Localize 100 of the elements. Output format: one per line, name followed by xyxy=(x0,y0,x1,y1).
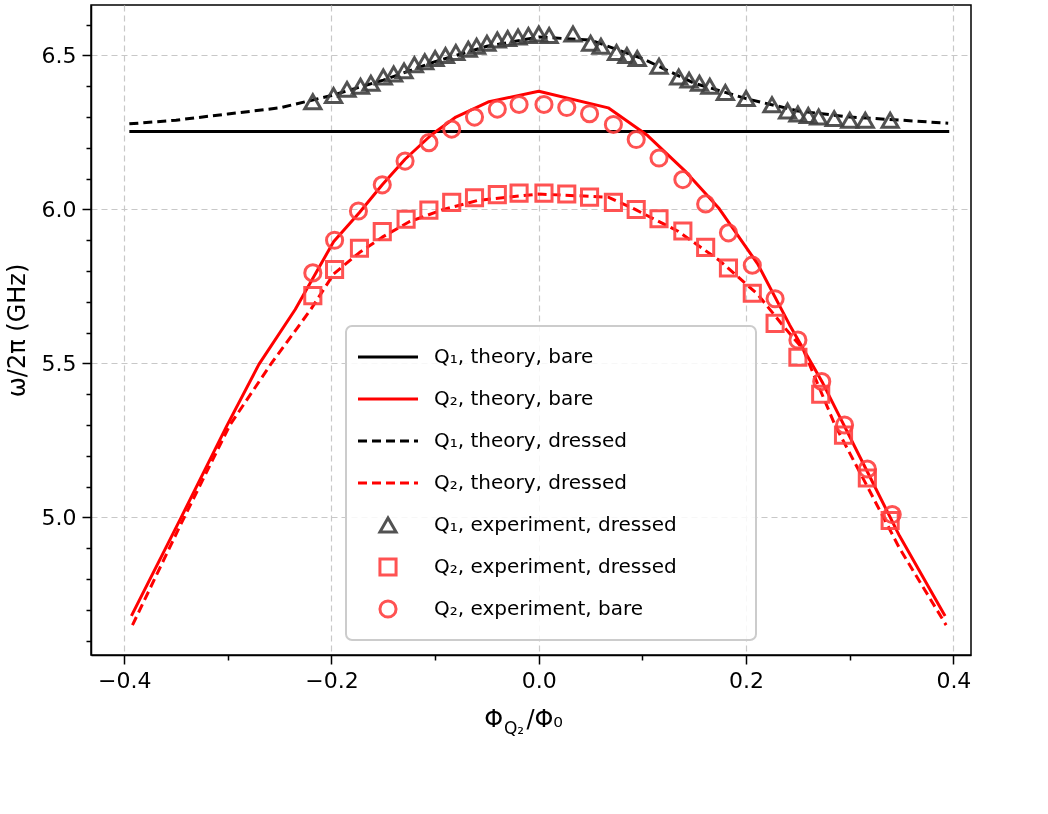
point xyxy=(649,57,669,75)
point xyxy=(673,221,693,241)
point xyxy=(603,192,623,212)
point xyxy=(446,43,466,61)
legend-label: Q₁, theory, bare xyxy=(434,344,594,368)
y-tick-label: 5.0 xyxy=(41,504,77,530)
point xyxy=(855,111,875,129)
point xyxy=(518,27,538,44)
point xyxy=(581,34,601,52)
point xyxy=(580,187,600,207)
point xyxy=(384,65,404,83)
point xyxy=(788,347,808,367)
point xyxy=(372,222,392,242)
point xyxy=(798,107,818,125)
point xyxy=(777,102,798,120)
point xyxy=(467,37,487,55)
legend-label: Q₂, theory, bare xyxy=(434,386,594,410)
point xyxy=(809,108,829,126)
point xyxy=(580,104,600,124)
point xyxy=(394,62,414,80)
point xyxy=(303,263,323,283)
point xyxy=(325,259,345,280)
point xyxy=(857,459,877,479)
point xyxy=(603,114,623,135)
point xyxy=(626,130,646,150)
point xyxy=(718,223,739,243)
point xyxy=(498,30,518,48)
point xyxy=(442,192,462,212)
point xyxy=(415,53,435,71)
point xyxy=(464,107,485,127)
point xyxy=(348,201,368,221)
point xyxy=(349,238,370,258)
point xyxy=(669,68,689,86)
point xyxy=(464,188,485,208)
x-tick-label: 0.4 xyxy=(936,667,972,693)
point xyxy=(736,90,756,108)
point xyxy=(419,133,439,153)
point xyxy=(435,47,456,64)
point xyxy=(833,425,854,445)
point xyxy=(373,68,393,86)
point xyxy=(477,34,497,52)
point xyxy=(337,80,357,98)
point xyxy=(395,151,415,171)
point xyxy=(529,25,549,43)
point xyxy=(627,50,647,68)
point xyxy=(626,199,646,220)
point xyxy=(742,255,762,275)
point xyxy=(396,209,416,229)
point xyxy=(508,28,528,46)
legend-label: Q₁, theory, dressed xyxy=(434,428,627,452)
point xyxy=(742,283,762,303)
y-tick-label: 6.5 xyxy=(41,43,77,68)
point xyxy=(765,289,785,309)
legend-label: Q₂, experiment, bare xyxy=(434,596,644,620)
point xyxy=(880,510,900,531)
point xyxy=(696,194,716,214)
point xyxy=(425,50,445,68)
legend-label: Q₂, experiment, dressed xyxy=(434,554,677,578)
point xyxy=(811,384,831,404)
point xyxy=(350,77,371,95)
point xyxy=(882,505,902,525)
point xyxy=(880,111,900,129)
point xyxy=(718,258,739,278)
point xyxy=(689,74,709,92)
point xyxy=(824,110,844,128)
point xyxy=(372,175,392,195)
point xyxy=(325,230,345,250)
x-tick-label: −0.4 xyxy=(97,667,152,693)
point xyxy=(557,184,577,204)
point xyxy=(649,209,669,229)
point xyxy=(591,37,611,55)
point xyxy=(361,74,381,92)
point xyxy=(765,313,785,333)
point xyxy=(679,71,699,89)
point xyxy=(442,119,462,139)
point xyxy=(539,27,559,44)
legend-label: Q₁, experiment, dressed xyxy=(434,512,677,536)
x-tick-label: −0.2 xyxy=(305,667,359,693)
point xyxy=(487,31,507,49)
point xyxy=(649,148,669,168)
point xyxy=(700,77,720,95)
y-tick-label: 6.0 xyxy=(41,196,77,222)
y-tick-label: 5.5 xyxy=(41,350,77,376)
point xyxy=(788,330,808,350)
point xyxy=(834,415,855,435)
point xyxy=(840,111,860,129)
point xyxy=(715,83,735,101)
legend-label: Q₂, theory, dressed xyxy=(434,470,627,494)
x-tick-label: 0.2 xyxy=(729,667,765,693)
point xyxy=(606,43,627,61)
point xyxy=(487,99,507,119)
y-axis-title: ω/2π (GHz) xyxy=(2,263,31,398)
point xyxy=(458,40,478,58)
point xyxy=(419,200,439,220)
point xyxy=(303,93,323,111)
point xyxy=(812,372,832,392)
point xyxy=(323,87,344,105)
point xyxy=(404,56,424,74)
point xyxy=(788,105,808,123)
point xyxy=(509,183,529,203)
